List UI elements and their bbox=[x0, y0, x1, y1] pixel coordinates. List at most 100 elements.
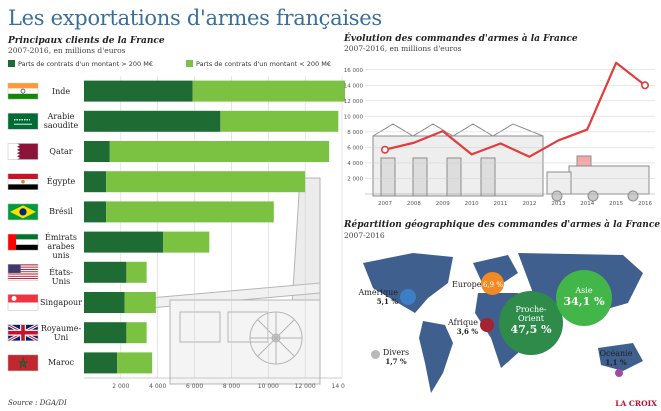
line-y-tick-label: 8 000 bbox=[347, 130, 363, 136]
oceania-shape bbox=[598, 343, 643, 371]
bar-segment-large-contracts bbox=[84, 141, 110, 162]
bar-category-label: Inde bbox=[51, 86, 71, 96]
bar-segment-small-contracts bbox=[124, 292, 156, 313]
map-bubble-oceanie bbox=[615, 369, 623, 377]
bar-segment-small-contracts bbox=[126, 261, 147, 283]
line-x-tick-label: 2014 bbox=[580, 201, 594, 207]
line-x-tick-label: 2007 bbox=[378, 201, 392, 207]
line-x-tick-label: 2008 bbox=[407, 201, 421, 207]
map-label-oceanie: Océanie 1,1 % bbox=[599, 349, 633, 367]
bar-x-tick-label: 2 000 bbox=[112, 383, 129, 390]
bar-x-axis: 2 000 4 000 6 000 8 000 10 000 12 000 14 000 bbox=[84, 377, 346, 390]
line-chart: 2 000 4 000 6 000 8 000 10 000 12 000 14 000 16… bbox=[344, 61, 655, 207]
bar-chart-title: Principaux clients de la France bbox=[8, 36, 165, 46]
uae-flag-icon bbox=[7, 233, 39, 251]
line-y-tick-label: 16 000 bbox=[344, 68, 364, 74]
bar-segment-large-contracts bbox=[84, 80, 193, 102]
bar-segment-small-contracts bbox=[163, 231, 210, 253]
qatar-flag-icon bbox=[7, 143, 39, 160]
bar-segment-large-contracts bbox=[84, 171, 107, 193]
bar-segment-large-contracts bbox=[84, 261, 127, 283]
map-bubble-afrique bbox=[480, 318, 494, 332]
map-label-asie: Asie 34,1 % bbox=[563, 286, 605, 308]
bar-segment-large-contracts bbox=[84, 322, 127, 344]
bar-segment-large-contracts bbox=[84, 292, 125, 313]
line-x-tick-label: 2015 bbox=[609, 201, 623, 207]
line-series bbox=[380, 61, 649, 158]
bar-rows bbox=[7, 80, 345, 374]
bar-category-label: Arabie saoudite bbox=[43, 112, 79, 131]
map-subtitle: 2007-2016 bbox=[344, 231, 385, 240]
line-y-tick-label: 12 000 bbox=[344, 99, 364, 105]
map-bubble-divers bbox=[371, 350, 380, 359]
line-endpoint-marker bbox=[640, 81, 649, 90]
bar-x-tick-label: 14 000 bbox=[332, 383, 346, 390]
line-chart-title: Évolution des commandes d'armes à la Fra… bbox=[344, 34, 578, 44]
map-label-divers: Divers 1,7 % bbox=[382, 348, 410, 366]
bar-legend-dark: Parts de contrats d'un montant > 200 M€ bbox=[8, 60, 153, 68]
bar-x-tick-label: 8 000 bbox=[223, 383, 240, 390]
north-america-shape bbox=[363, 253, 453, 313]
bar-category-label: Royaume- Uni bbox=[40, 323, 82, 342]
bar-segment-small-contracts bbox=[220, 110, 339, 132]
map-bubble-proche-orient bbox=[499, 291, 563, 355]
bar-chart-subtitle: 2007-2016, en millions d'euros bbox=[8, 46, 126, 55]
legend-swatch-light bbox=[186, 60, 193, 67]
bar-category-label: Brésil bbox=[49, 207, 73, 217]
bar-category-label: Singapour bbox=[40, 298, 82, 307]
line-y-tick-label: 4 000 bbox=[347, 161, 363, 167]
legend-swatch-dark bbox=[8, 60, 15, 67]
map-label-proche-orient: Proche-Orient 47,5 % bbox=[510, 305, 552, 336]
bar-category-label: États-Unis bbox=[49, 267, 73, 286]
bar-category-label: Égypte bbox=[46, 177, 76, 187]
bar-category-label: Qatar bbox=[49, 147, 73, 156]
line-y-tick-label: 10 000 bbox=[344, 114, 364, 120]
map-value-europe: 6,9 % bbox=[482, 281, 503, 289]
bar-x-tick-label: 12 000 bbox=[295, 383, 316, 390]
map-bubble-asie bbox=[556, 270, 612, 326]
bar-segment-large-contracts bbox=[84, 201, 107, 223]
bar-x-tick-label: 10 000 bbox=[258, 383, 279, 390]
line-x-tick-label: 2010 bbox=[465, 201, 479, 207]
legend-label-dark: Parts de contrats d'un montant > 200 M€ bbox=[18, 60, 153, 68]
bar-segment-small-contracts bbox=[106, 201, 274, 223]
bar-segment-small-contracts bbox=[126, 322, 147, 344]
bar-segment-large-contracts bbox=[84, 231, 164, 253]
map-label-amerique: Amérique 5,1 % bbox=[358, 288, 399, 306]
bar-segment-small-contracts bbox=[106, 171, 306, 193]
bar-segment-large-contracts bbox=[84, 352, 118, 374]
bar-x-tick-label: 4 000 bbox=[149, 383, 166, 390]
building-illustration bbox=[372, 123, 650, 202]
aircraft-illustration bbox=[149, 177, 321, 385]
line-y-tick-label: 14 000 bbox=[344, 83, 364, 89]
uk-flag-icon bbox=[7, 323, 39, 343]
map-label-europe: Europe bbox=[452, 280, 482, 289]
line-y-tick-label: 2 000 bbox=[347, 176, 363, 182]
bar-category-label: Maroc bbox=[47, 358, 75, 368]
map-bubble-europe bbox=[481, 272, 504, 295]
line-x-tick-label: 2009 bbox=[436, 201, 450, 207]
bar-segment-small-contracts bbox=[109, 141, 330, 162]
bar-segment-small-contracts bbox=[192, 80, 345, 102]
line-chart-subtitle: 2007-2016, en millions d'euros bbox=[344, 44, 462, 53]
india-flag-icon bbox=[7, 82, 39, 100]
bar-x-tick-label: 6 000 bbox=[186, 383, 203, 390]
source: Source : DGA/DI bbox=[8, 399, 67, 407]
line-grid: 2 000 4 000 6 000 8 000 10 000 12 000 14 000 16… bbox=[344, 68, 655, 182]
line-x-tick-label: 2016 bbox=[638, 201, 652, 207]
singapore-flag-icon bbox=[7, 294, 39, 311]
line-x-tick-label: 2013 bbox=[551, 201, 565, 207]
bar-segment-large-contracts bbox=[84, 110, 221, 132]
bar-category-label: Émirats arabes unis bbox=[45, 233, 77, 261]
la-croix-logo: LA CROIX bbox=[615, 399, 657, 408]
morocco-flag-icon bbox=[7, 354, 39, 372]
legend-label-light: Parts de contrats d'un montant < 200 M€ bbox=[196, 60, 331, 68]
map-bubble-amerique bbox=[400, 289, 416, 305]
line-endpoint-marker bbox=[380, 145, 389, 154]
south-america-shape bbox=[419, 321, 453, 393]
saudi-flag-icon bbox=[7, 113, 39, 130]
bar-legend-light: Parts de contrats d'un montant < 200 M€ bbox=[186, 60, 331, 68]
bar-segment-small-contracts bbox=[117, 352, 153, 374]
line-series-path bbox=[384, 61, 646, 158]
page-title: Les exportations d'armes françaises bbox=[8, 6, 382, 30]
